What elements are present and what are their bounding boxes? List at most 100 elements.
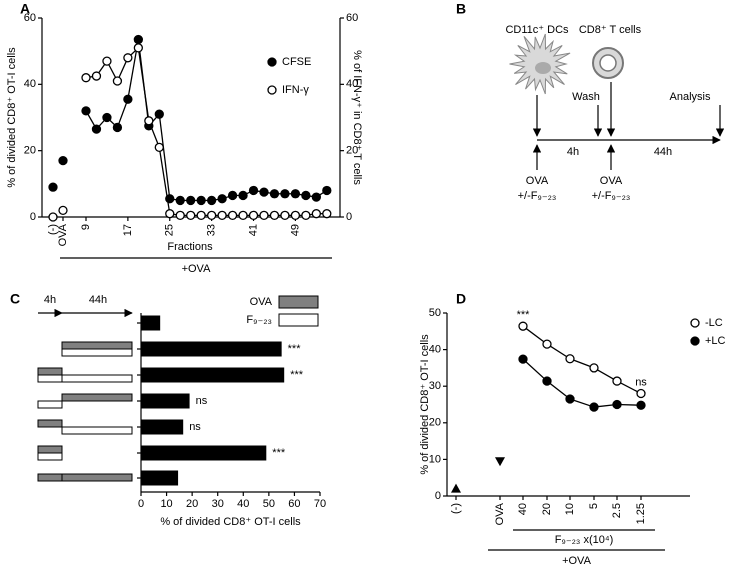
protocol-block [37, 452, 63, 461]
series-line [546, 380, 571, 400]
point [133, 34, 144, 45]
point [280, 210, 290, 220]
y-tick-label: 30 [429, 380, 441, 392]
point [322, 185, 332, 196]
x-tick-label: 1.25 [635, 503, 647, 524]
point [91, 71, 102, 81]
treatment-label: OVA [526, 175, 549, 187]
series-line [158, 147, 171, 214]
step-label: Wash [572, 91, 600, 103]
treatment-label: +/-F₉₋₂₃ [592, 190, 631, 202]
point [102, 56, 112, 66]
point [196, 210, 206, 220]
point [269, 210, 280, 220]
point [81, 106, 91, 116]
point [186, 195, 196, 206]
x-axis-label: % of divided CD8⁺ OT-I cells [160, 516, 301, 528]
x-tick-label: 9 [80, 224, 92, 230]
bar [141, 445, 267, 461]
cell-label: CD8⁺ T cells [579, 24, 642, 36]
series-line [116, 99, 129, 128]
annotation: ns [196, 395, 208, 407]
protocol-block [37, 400, 63, 409]
interval-label: 44h [654, 146, 672, 158]
y-axis-label: % of divided CD8⁺ OT-I cells [419, 334, 431, 475]
interval-label: 4h [567, 146, 579, 158]
dc-nucleus [535, 62, 551, 74]
timeline-label: 44h [89, 294, 107, 306]
point [612, 399, 622, 410]
x-tick-label: 5 [588, 503, 600, 509]
point [589, 402, 599, 412]
y-tick-label: 10 [429, 453, 441, 465]
point [206, 195, 217, 206]
legend-label: IFN-γ [282, 84, 309, 96]
legend-label: CFSE [282, 56, 311, 68]
point [636, 388, 646, 399]
point [311, 209, 321, 219]
y-tick-label: 0 [435, 490, 441, 502]
point [48, 182, 58, 192]
point [248, 210, 259, 220]
point [259, 210, 269, 220]
series-line [158, 114, 171, 199]
x-tick-label: 30 [212, 498, 224, 510]
treatment-label: +/-F₉₋₂₃ [518, 190, 557, 202]
point [91, 124, 102, 134]
legend-swatch [278, 295, 319, 309]
bar [141, 315, 161, 331]
legend-label: -LC [705, 317, 723, 329]
protocol-block [61, 473, 133, 482]
point [165, 209, 175, 219]
panel-letter: A [20, 1, 30, 17]
point [542, 376, 552, 386]
protocol-block [61, 393, 133, 402]
bar [141, 341, 282, 357]
panel-letter: D [456, 291, 466, 307]
point [612, 376, 622, 386]
y2-tick-label: 40 [346, 78, 358, 90]
point [217, 194, 227, 204]
bar [141, 393, 190, 409]
series-line [148, 120, 160, 148]
t-cell-nucleus [599, 54, 617, 72]
point [280, 189, 290, 199]
point [589, 363, 599, 373]
point [518, 354, 528, 364]
x-tick-label: 0 [138, 498, 144, 510]
annotation: *** [288, 343, 302, 355]
point [154, 109, 164, 119]
treatment-label: OVA [600, 175, 623, 187]
point [565, 354, 575, 364]
x-tick-label: 70 [314, 498, 326, 510]
point [227, 210, 238, 220]
point [301, 190, 311, 201]
y-tick-label: 20 [429, 417, 441, 429]
point [267, 57, 277, 67]
y2-tick-label: 0 [346, 211, 352, 223]
point [102, 112, 112, 123]
point [311, 192, 321, 202]
point [112, 76, 123, 86]
point [451, 483, 461, 493]
point [186, 210, 196, 220]
point [248, 185, 259, 196]
x-axis-label: Fractions [167, 241, 213, 253]
y2-tick-label: 60 [346, 12, 358, 24]
point [133, 43, 144, 53]
protocol-block [37, 473, 63, 482]
x-tick-label: 2.5 [611, 503, 623, 518]
bar [141, 470, 179, 486]
y2-axis-label: % of IFN-γ⁺ in CD8⁺ T cells [351, 50, 363, 185]
x-tick-label: 49 [289, 224, 301, 236]
point [123, 94, 133, 104]
point [112, 122, 123, 133]
point [290, 210, 301, 220]
point [123, 53, 133, 63]
legend-label: +LC [705, 335, 726, 347]
annotation: ns [189, 421, 201, 433]
bar [141, 367, 285, 383]
x-axis-label: F₉₋₂₃ x(10⁴) [555, 534, 613, 546]
point [154, 142, 164, 153]
step-label: Analysis [670, 91, 711, 103]
